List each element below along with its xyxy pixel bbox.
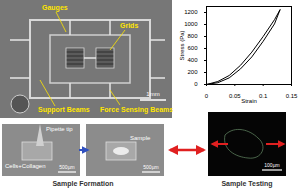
svg-text:500µm: 500µm — [143, 164, 158, 170]
svg-text:Sample Testing: Sample Testing — [221, 180, 272, 188]
svg-text:1000: 1000 — [184, 21, 198, 27]
svg-text:Cells+Collagen: Cells+Collagen — [5, 163, 46, 169]
svg-text:Grids: Grids — [120, 22, 138, 29]
svg-text:800: 800 — [187, 33, 198, 39]
svg-text:1200: 1200 — [184, 9, 198, 15]
svg-text:Gauges: Gauges — [42, 4, 68, 12]
svg-text:0.15: 0.15 — [286, 93, 298, 99]
svg-text:Strain: Strain — [241, 98, 257, 104]
svg-text:1mm: 1mm — [146, 91, 159, 97]
svg-text:Sample Formation: Sample Formation — [52, 180, 113, 188]
svg-text:100µm: 100µm — [264, 162, 279, 168]
svg-text:400: 400 — [187, 57, 198, 63]
svg-text:0: 0 — [205, 93, 209, 99]
svg-text:0: 0 — [194, 81, 198, 87]
svg-text:Support Beams: Support Beams — [38, 106, 90, 114]
svg-text:Stress (Pa): Stress (Pa) — [179, 30, 185, 60]
svg-text:0.05: 0.05 — [229, 93, 241, 99]
svg-text:600: 600 — [187, 45, 198, 51]
svg-text:Force Sensing Beams: Force Sensing Beams — [100, 106, 173, 114]
svg-text:Sample: Sample — [130, 135, 151, 141]
svg-text:0.1: 0.1 — [259, 93, 268, 99]
svg-text:Pipette tip: Pipette tip — [46, 126, 73, 132]
svg-text:500µm: 500µm — [59, 164, 74, 170]
svg-text:200: 200 — [187, 69, 198, 75]
